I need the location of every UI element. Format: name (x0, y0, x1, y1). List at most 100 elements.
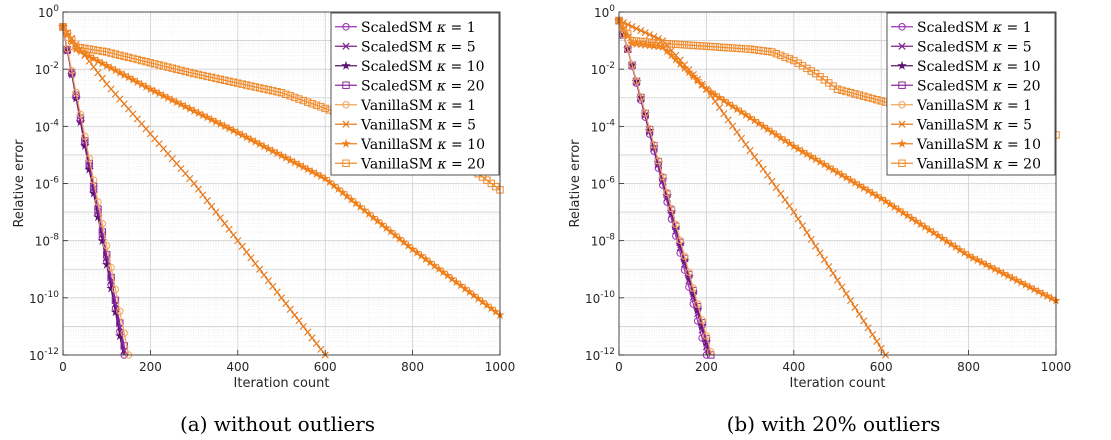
legend-marker (898, 81, 906, 89)
legend-label: ScaledSM κ = 5 (361, 39, 476, 55)
y-tick-label: 10-12 (29, 347, 59, 363)
data-point (755, 46, 763, 54)
legend-label: VanillaSM κ = 10 (916, 137, 1041, 153)
data-point (304, 328, 312, 336)
data-point (190, 179, 198, 188)
data-point (381, 222, 392, 233)
data-point (247, 254, 255, 262)
data-point (242, 81, 251, 89)
data-point (251, 83, 259, 91)
data-point (1024, 282, 1035, 292)
data-point (689, 284, 697, 292)
data-point (68, 36, 76, 44)
data-point (750, 46, 759, 54)
data-point (689, 41, 697, 50)
data-point (337, 187, 348, 197)
data-point (177, 66, 185, 75)
data-point (94, 46, 102, 55)
data-point (468, 290, 479, 300)
data-point (194, 70, 203, 79)
legend-entry: ScaledSM κ = 10 (335, 59, 485, 75)
data-point (63, 29, 72, 38)
data-point (807, 67, 815, 75)
data-point (394, 233, 405, 243)
data-point (820, 256, 828, 264)
data-point (285, 155, 296, 165)
data-point (98, 228, 107, 236)
data-point (715, 43, 724, 51)
data-point (89, 176, 98, 184)
data-point (1046, 293, 1057, 303)
data-point (346, 194, 357, 204)
data-point (228, 125, 239, 135)
data-point (385, 226, 396, 236)
x-tick-label: 400 (782, 360, 805, 374)
data-point (990, 264, 1000, 274)
data-point (768, 177, 776, 185)
data-point (825, 262, 833, 271)
data-point (390, 230, 400, 240)
data-point (868, 330, 877, 339)
data-point (372, 215, 383, 226)
data-point (707, 42, 715, 51)
data-point (294, 159, 304, 169)
data-point (267, 145, 278, 156)
data-point (407, 244, 418, 254)
x-tick-label: 0 (59, 360, 67, 374)
data-point (776, 51, 785, 60)
data-point (158, 90, 169, 100)
data-point (728, 44, 737, 52)
legend-entry: ScaledSM κ = 1 (891, 20, 1032, 36)
data-point (676, 236, 684, 245)
data-point (434, 263, 444, 274)
legend-marker (897, 138, 907, 148)
data-point (97, 58, 108, 68)
data-point (641, 38, 649, 46)
data-point (260, 271, 268, 279)
data-point (110, 307, 121, 317)
data-point (659, 172, 667, 181)
data-point (295, 317, 303, 325)
series-group (58, 21, 505, 359)
data-point (136, 79, 147, 89)
data-point (273, 288, 281, 296)
data-point (768, 48, 776, 56)
data-point (486, 303, 497, 313)
legend-label: VanillaSM κ = 20 (916, 156, 1041, 172)
data-point (772, 49, 781, 58)
data-point (250, 136, 261, 146)
data-point (781, 53, 789, 61)
data-point (302, 164, 313, 174)
data-point (802, 149, 812, 159)
chart-panel-b: 0 200 400 600 800 1000 10-12 10-10 10-8 10-6 10-4 1… (556, 0, 1111, 440)
data-point (671, 54, 681, 64)
data-point (246, 134, 256, 144)
data-point (806, 151, 817, 161)
data-point (637, 37, 645, 46)
data-point (676, 40, 684, 49)
legend-entry: VanillaSM κ = 20 (335, 156, 485, 172)
data-point (333, 184, 344, 194)
data-point (308, 99, 316, 108)
data-point (842, 87, 850, 96)
data-point (785, 202, 794, 210)
legend-marker (341, 138, 351, 148)
data-point (129, 54, 137, 63)
data-point (810, 154, 821, 164)
data-point (101, 60, 112, 70)
data-point (211, 116, 221, 126)
data-point (164, 63, 172, 71)
data-point (89, 46, 98, 54)
data-point (85, 45, 93, 53)
data-point (163, 92, 173, 102)
y-tick-label: 10-8 (591, 233, 616, 249)
data-point (221, 219, 229, 228)
data-point (641, 109, 649, 117)
data-point (106, 283, 116, 293)
data-point (103, 48, 111, 56)
data-point (88, 53, 99, 63)
data-point (845, 175, 856, 185)
data-point (429, 260, 440, 270)
data-point (377, 219, 387, 229)
data-point (342, 191, 352, 201)
